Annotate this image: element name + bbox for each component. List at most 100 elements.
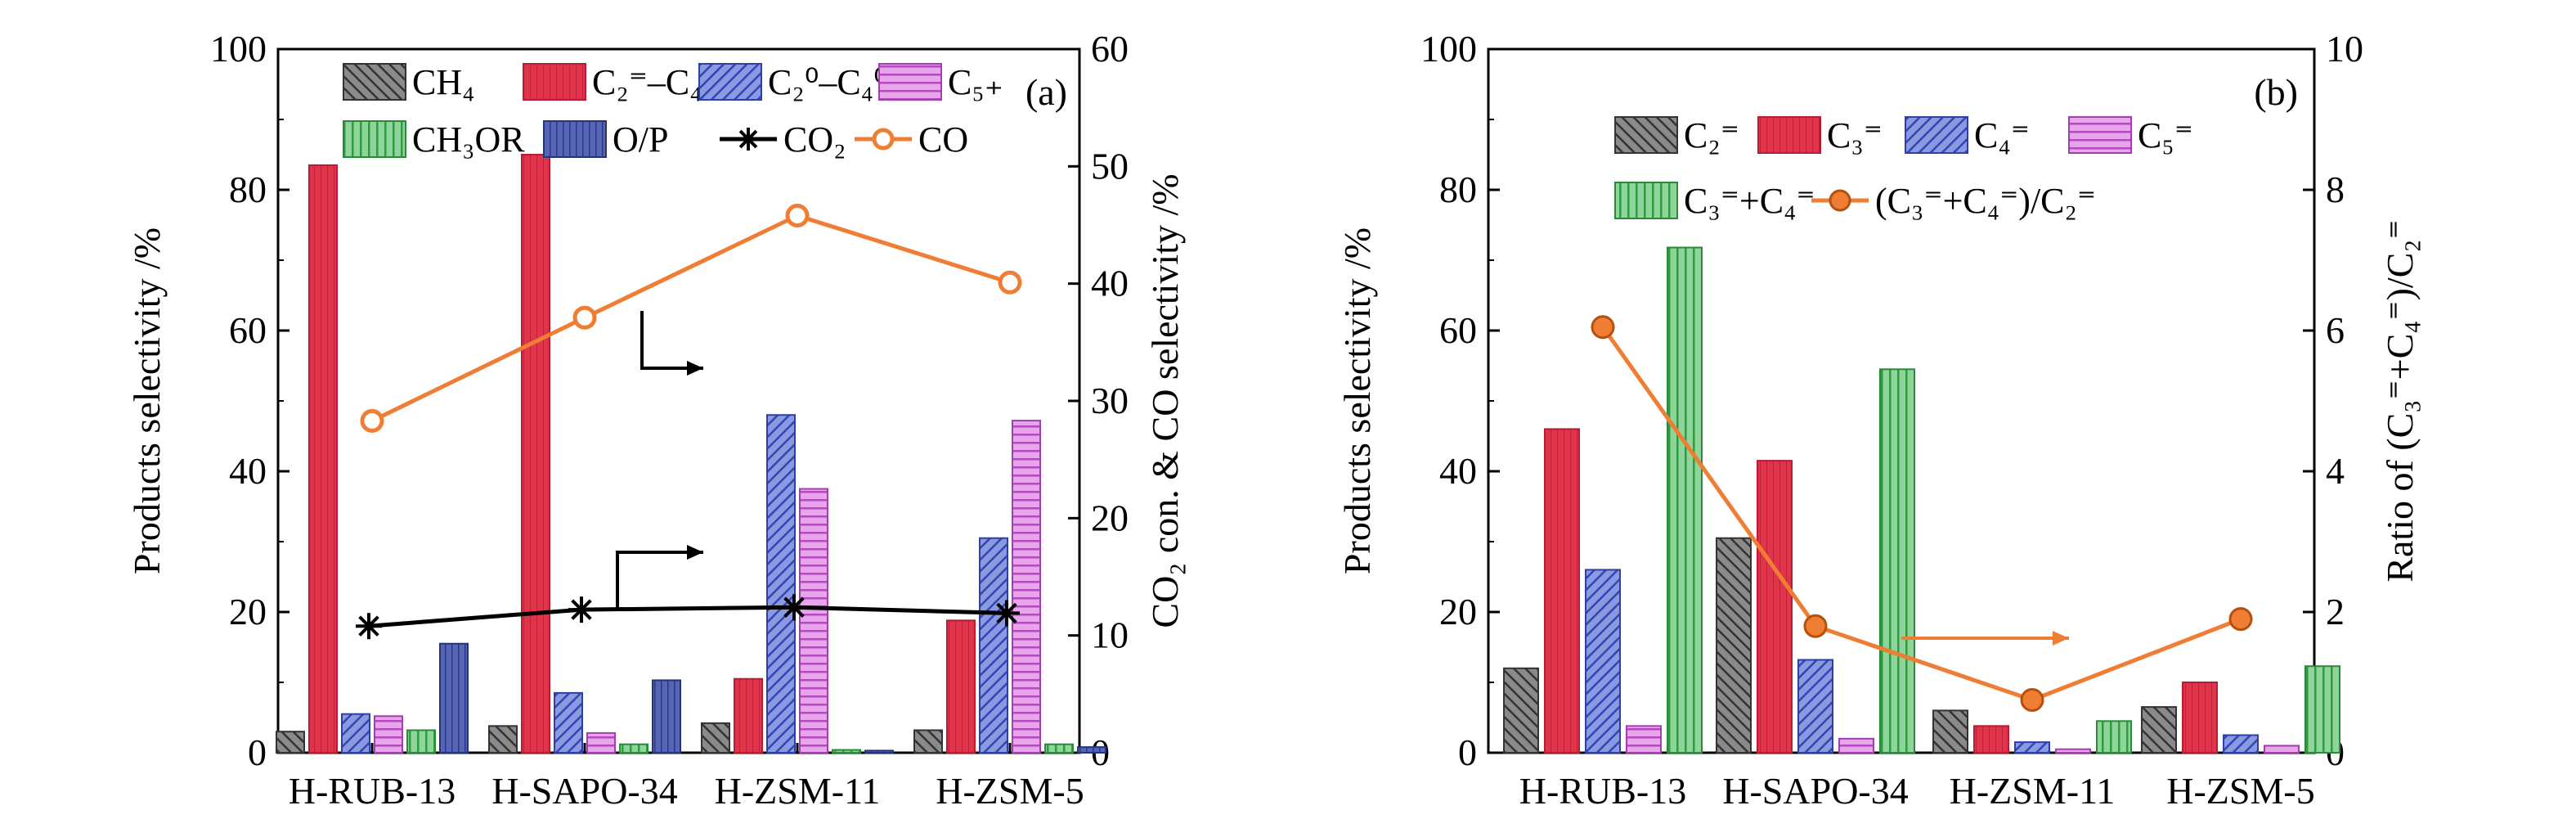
bar-b-purple-1 <box>1838 737 1874 754</box>
bar-a-red-2 <box>734 677 763 754</box>
legend-swatch <box>2068 116 2132 154</box>
arrow-head <box>687 361 703 376</box>
bar-a-navy-3 <box>1077 746 1106 754</box>
x-tick-label: H-SAPO-34 <box>491 770 677 812</box>
co-point <box>998 270 1022 295</box>
right-tick-label: 2 <box>2326 591 2345 632</box>
x-tick-label: H-RUB-13 <box>1519 770 1686 812</box>
left-tick-label: 100 <box>1420 28 1477 70</box>
legend-circle-marker <box>872 128 895 151</box>
x-tick-label: H-ZSM-11 <box>1950 770 2116 812</box>
bar-a-red-1 <box>521 154 550 754</box>
bar-a-blue-3 <box>979 537 1008 754</box>
co2-star-point <box>568 596 595 623</box>
right-tick-label: 60 <box>1091 28 1129 70</box>
legend-swatch <box>1614 116 1678 154</box>
bar-b-green-0 <box>1667 246 1703 754</box>
bar-b-grey-1 <box>1716 537 1752 754</box>
legend-label: C₂⁰–C₄⁰ <box>768 62 888 102</box>
legend-label: C₃⁼+C₄⁼ <box>1684 181 1815 221</box>
legend-swatch <box>543 120 607 158</box>
bar-a-green-3 <box>1044 743 1074 754</box>
legend-label: (C₃⁼+C₄⁼)/C₂⁼ <box>1875 181 2096 221</box>
left-tick-label: 20 <box>1439 591 1477 632</box>
bar-a-grey-3 <box>913 729 943 754</box>
bar-a-navy-1 <box>652 679 681 754</box>
right-axis-label: Ratio of (C₃⁼+C₄⁼)/C₂⁼ <box>2379 219 2421 582</box>
right-tick-label: 10 <box>2326 28 2363 70</box>
legend-swatch <box>1614 182 1678 219</box>
legend-label: CO₂ <box>783 119 846 160</box>
bar-b-blue-3 <box>2223 734 2259 754</box>
legend-label: C₅⁼ <box>2138 115 2193 155</box>
left-tick-label: 80 <box>229 169 267 210</box>
x-tick-label: H-ZSM-5 <box>2166 770 2314 812</box>
x-tick-label: H-ZSM-5 <box>936 770 1084 812</box>
panel-label: (b) <box>2254 71 2298 113</box>
bar-a-navy-2 <box>864 749 894 754</box>
co-point <box>360 408 384 433</box>
right-tick-label: 40 <box>1091 263 1129 304</box>
ratio-point <box>1803 614 1828 638</box>
bar-a-red-0 <box>308 164 338 754</box>
co2-star-point <box>781 594 807 621</box>
bar-b-red-2 <box>1973 725 2009 754</box>
co-point <box>572 305 597 330</box>
bar-a-grey-1 <box>488 725 518 754</box>
panel-a-chart: 0204060801000102030405060Products select… <box>126 28 1186 812</box>
right-tick-label: 50 <box>1091 145 1129 187</box>
axis-pointer-arrow <box>616 551 703 610</box>
bar-a-green-0 <box>406 729 436 754</box>
bar-a-grey-2 <box>701 722 730 754</box>
bar-b-red-3 <box>2182 682 2218 754</box>
bar-a-red-3 <box>946 619 976 754</box>
legend-label: CO <box>918 119 968 160</box>
legend-label: C₃⁼ <box>1827 115 1883 155</box>
arrow-head <box>687 545 703 560</box>
legend-label: CH₃OR <box>412 119 525 160</box>
right-tick-label: 6 <box>2326 309 2345 351</box>
right-tick-label: 4 <box>2326 450 2345 492</box>
bar-b-green-3 <box>2304 665 2340 754</box>
left-tick-label: 20 <box>229 591 267 632</box>
bar-a-purple-1 <box>586 731 616 754</box>
bar-b-purple-3 <box>2264 745 2300 754</box>
bar-b-grey-3 <box>2141 706 2177 754</box>
legend-swatch <box>878 63 942 101</box>
legend-swatch <box>343 63 406 101</box>
bar-b-red-0 <box>1544 428 1580 754</box>
bar-b-blue-1 <box>1797 659 1833 754</box>
left-tick-label: 0 <box>248 731 267 773</box>
left-tick-label: 100 <box>210 28 267 70</box>
bar-a-blue-2 <box>766 414 796 754</box>
right-tick-label: 20 <box>1091 497 1129 538</box>
left-tick-label: 60 <box>229 309 267 351</box>
axis-pointer-arrow <box>640 311 703 370</box>
x-tick-label: H-ZSM-11 <box>715 770 881 812</box>
bar-b-red-1 <box>1757 460 1793 754</box>
bar-a-navy-0 <box>439 642 469 754</box>
co2-star-point <box>356 613 382 640</box>
bar-a-green-2 <box>832 749 861 754</box>
panel-b-chart: 0204060801000246810Products selectivity … <box>1336 28 2421 812</box>
right-tick-label: 8 <box>2326 169 2345 210</box>
line-b-0 <box>1600 326 2242 703</box>
bar-b-purple-0 <box>1626 725 1662 754</box>
right-axis-label: CO₂ con. & CO selectivity /% <box>1144 173 1186 628</box>
ratio-point <box>2020 688 2044 712</box>
bar-b-purple-2 <box>2055 748 2091 754</box>
bar-b-grey-2 <box>1932 709 1968 754</box>
left-tick-label: 40 <box>1439 450 1477 492</box>
legend-swatch <box>343 120 406 158</box>
bar-b-green-1 <box>1879 368 1915 754</box>
bar-b-blue-2 <box>2014 741 2050 754</box>
ratio-point <box>2228 607 2253 632</box>
panel-label: (a) <box>1025 71 1067 113</box>
line-a-0 <box>368 605 1008 628</box>
bar-a-purple-3 <box>1012 420 1041 754</box>
legend-label: C₂⁼ <box>1684 115 1739 155</box>
bar-a-blue-0 <box>341 713 370 754</box>
co2-star-point <box>994 600 1020 627</box>
bar-a-grey-0 <box>276 731 305 754</box>
